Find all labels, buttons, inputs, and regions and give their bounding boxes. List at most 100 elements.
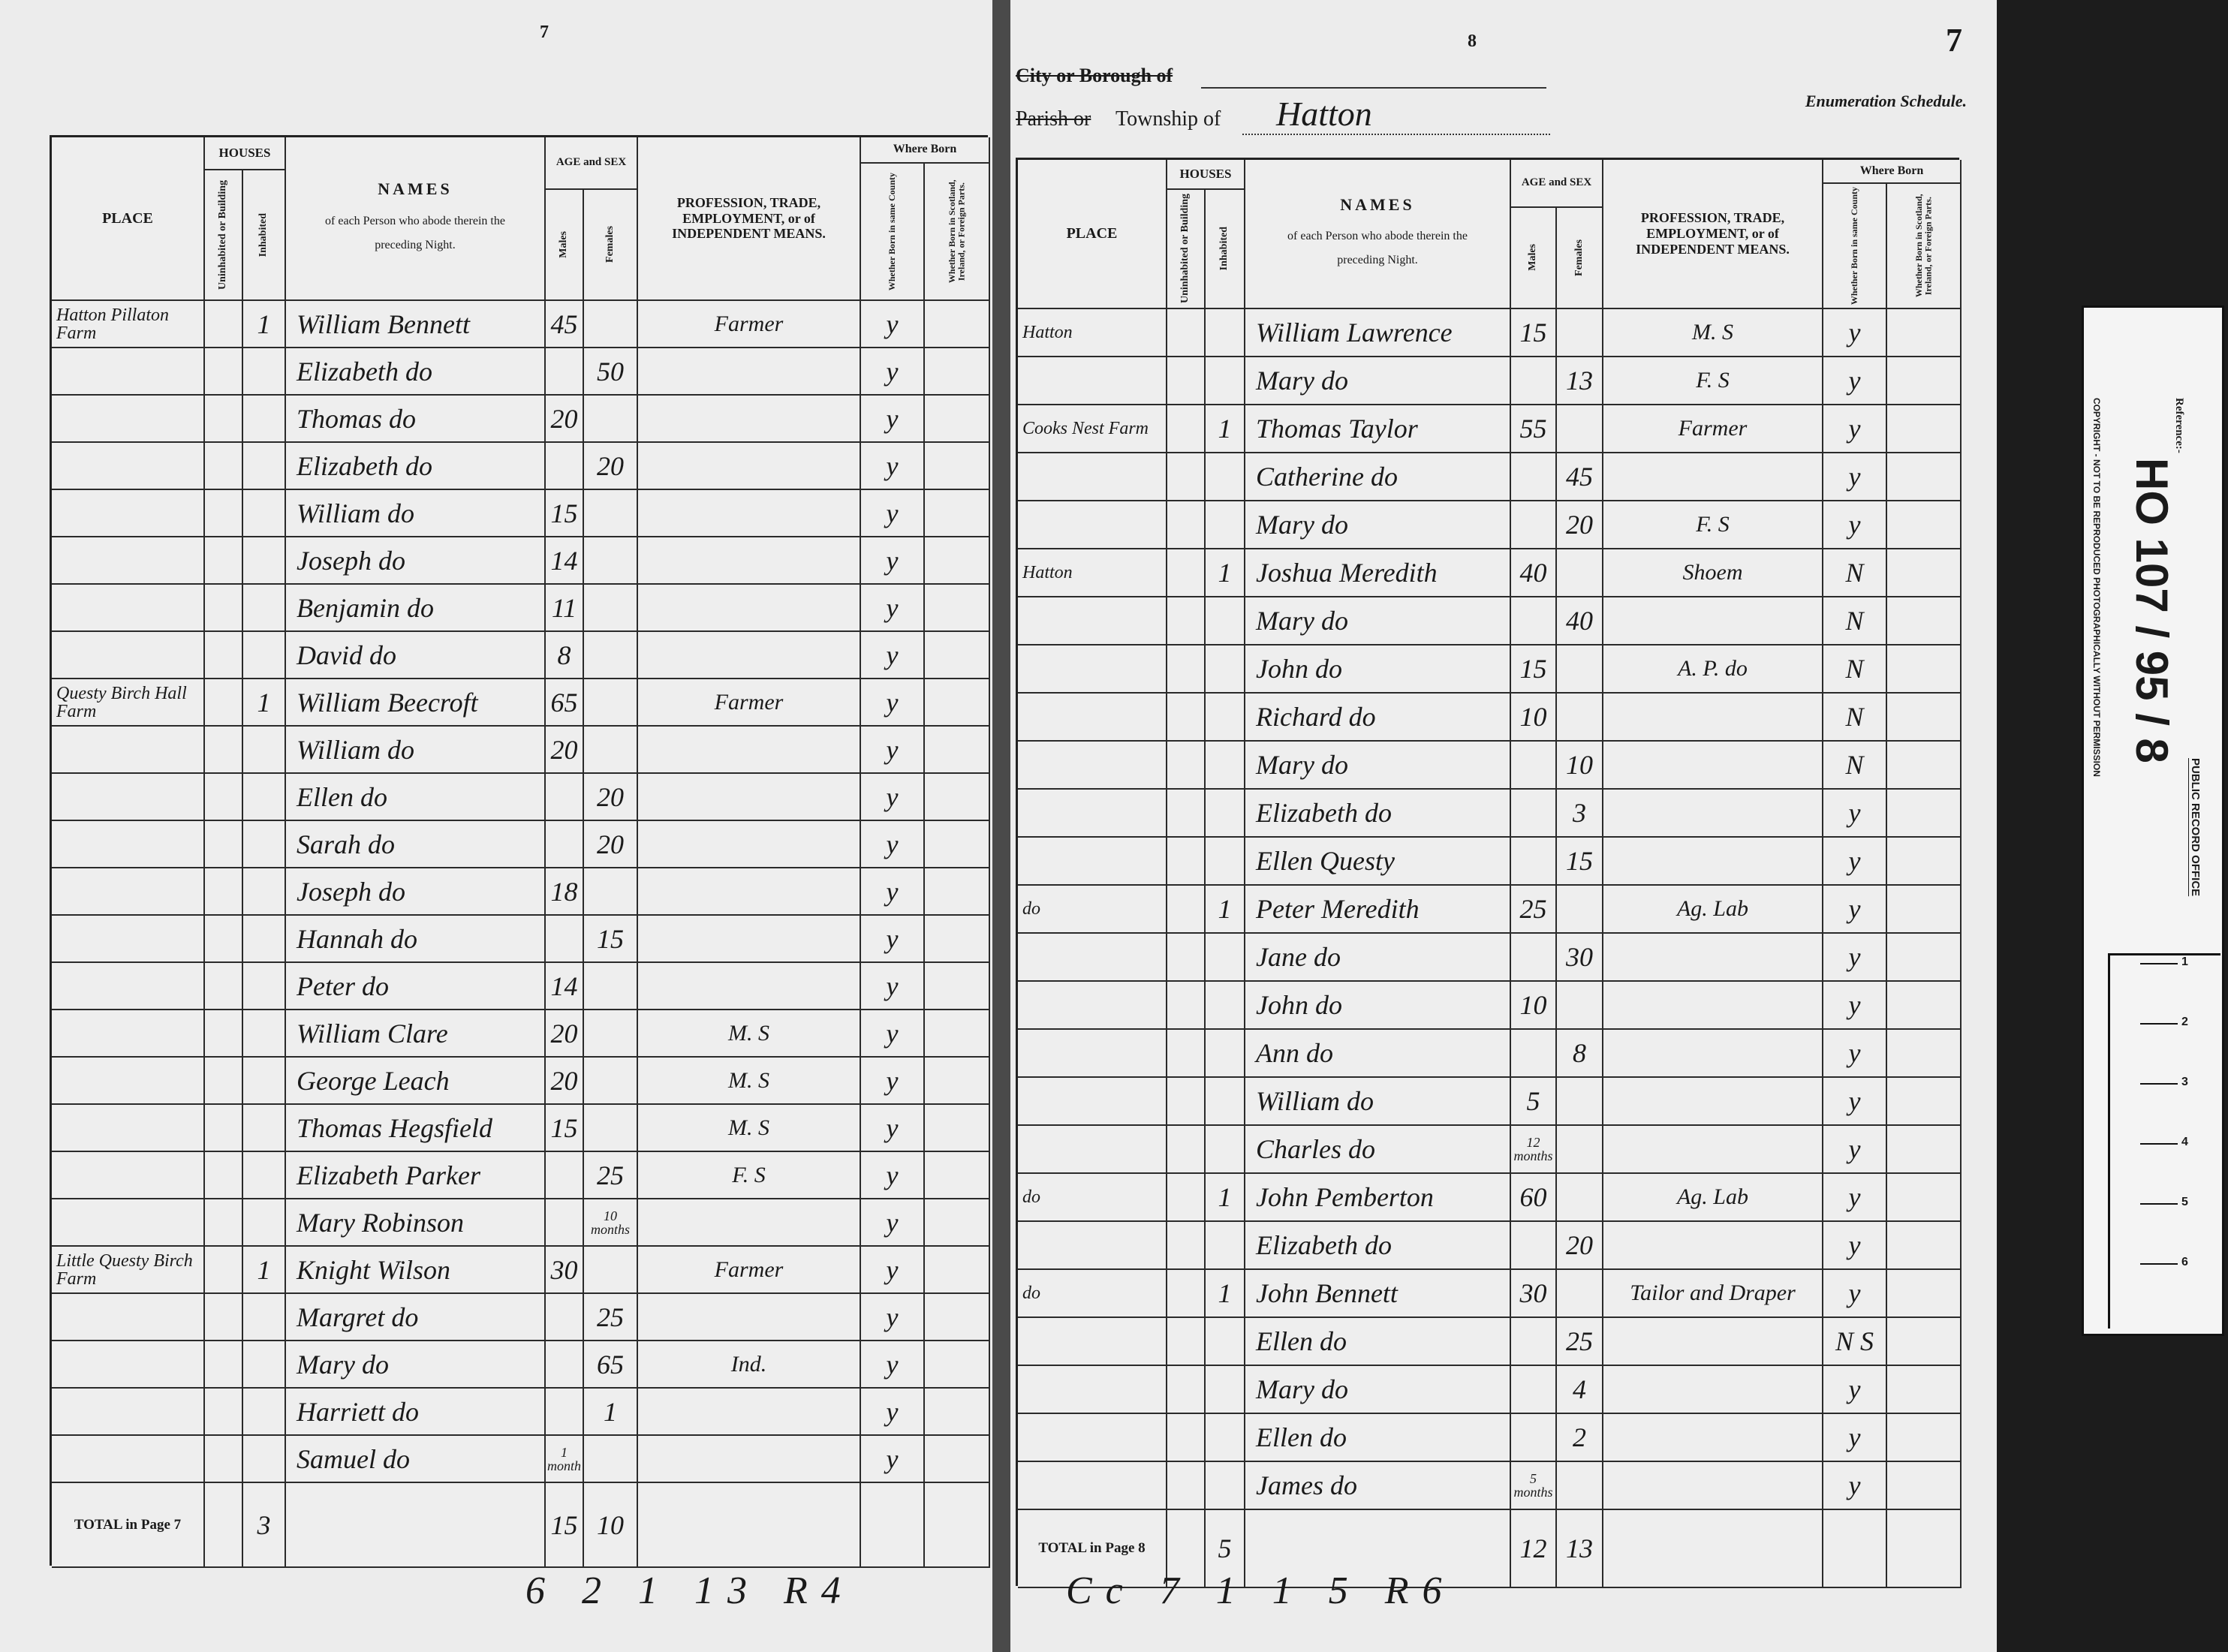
born-abroad-cell (925, 490, 990, 537)
place-cell (52, 490, 205, 537)
inhabited-cell (243, 396, 286, 443)
profession-cell: M. S (638, 1010, 861, 1058)
profession-cell (638, 727, 861, 774)
name-cell: Benjamin do (286, 585, 546, 632)
inhabited-cell (243, 348, 286, 396)
header-cell: Males (1511, 207, 1557, 309)
name-cell: Mary do (286, 1341, 546, 1389)
female-age-cell: 45 (1557, 453, 1603, 501)
inhabited-cell (1206, 1030, 1245, 1078)
uninhabited-cell (1167, 790, 1206, 838)
name-cell: Elizabeth do (1245, 790, 1511, 838)
born-abroad-cell (925, 443, 990, 490)
name-cell: William Lawrence (1245, 309, 1511, 357)
male-age-cell: 30 (1511, 1270, 1557, 1318)
profession-cell (638, 916, 861, 963)
born-same-county-cell: y (1823, 1030, 1887, 1078)
uninhabited-cell (205, 1247, 243, 1294)
inhabited-cell (243, 1105, 286, 1152)
header-cell: NAMES of each Person who abode therein th… (1245, 160, 1511, 309)
total-females: 13 (1557, 1510, 1603, 1588)
profession-cell (1603, 694, 1823, 742)
inhabited-cell (1206, 501, 1245, 549)
header-cell: Whether Born in Scotland, Ireland, or Fo… (1887, 183, 1962, 309)
place-cell (1018, 1318, 1167, 1366)
male-age-cell (1511, 838, 1557, 886)
place-cell: do (1018, 886, 1167, 934)
born-same-county-cell: y (861, 774, 925, 821)
born-same-county-cell: y (1823, 886, 1887, 934)
place-cell (1018, 694, 1167, 742)
born-same-county-cell: y (861, 868, 925, 916)
male-age-cell: 14 (546, 963, 584, 1010)
header-text: Uninhabited or Building (217, 179, 229, 290)
male-age-cell (1511, 501, 1557, 549)
female-age-cell: 2 (1557, 1414, 1603, 1462)
profession-cell: Tailor and Draper (1603, 1270, 1823, 1318)
place-cell (52, 1436, 205, 1483)
inhabited-cell (1206, 1078, 1245, 1126)
born-same-county-cell: y (861, 537, 925, 585)
place-cell: do (1018, 1174, 1167, 1222)
header-text: of each Person who abode therein the pre… (1287, 230, 1468, 267)
uninhabited-cell (205, 1294, 243, 1341)
header-text: of each Person who abode therein the pre… (325, 214, 505, 251)
profession-cell: Farmer (1603, 405, 1823, 453)
place-cell (52, 443, 205, 490)
female-age-cell (1557, 886, 1603, 934)
name-cell: Ellen do (1245, 1414, 1511, 1462)
born-same-county-cell: y (1823, 1366, 1887, 1414)
place-cell (1018, 597, 1167, 645)
male-age-cell (1511, 453, 1557, 501)
born-abroad-cell (925, 348, 990, 396)
header-group: Where Born (861, 137, 990, 164)
born-same-county-cell: y (861, 1247, 925, 1294)
female-age-cell (584, 537, 638, 585)
female-age-cell: 20 (1557, 501, 1603, 549)
male-age-cell: 8 (546, 632, 584, 679)
uninhabited-cell (1167, 645, 1206, 694)
male-age-cell (1511, 357, 1557, 405)
name-cell: Thomas Taylor (1245, 405, 1511, 453)
header-text: Inhabited (257, 212, 269, 257)
born-abroad-cell (1887, 982, 1962, 1030)
place-cell (52, 821, 205, 868)
inhabited-cell (1206, 934, 1245, 982)
profession-cell (1603, 1414, 1823, 1462)
header-text: Whether Born in same County (1849, 186, 1860, 305)
born-abroad-cell (925, 1436, 990, 1483)
born-abroad-cell (1887, 1270, 1962, 1318)
born-abroad-cell (1887, 1414, 1962, 1462)
born-same-county-cell: N (1823, 694, 1887, 742)
place-cell (1018, 742, 1167, 790)
female-age-cell (584, 1010, 638, 1058)
male-age-cell: 30 (546, 1247, 584, 1294)
male-age-cell (546, 1389, 584, 1436)
header-cell: PLACE (1018, 160, 1167, 309)
born-same-county-cell: y (861, 1389, 925, 1436)
inhabited-cell: 1 (1206, 405, 1245, 453)
header-cell: Whether Born in Scotland, Ireland, or Fo… (925, 163, 990, 301)
male-age-cell: 15 (546, 1105, 584, 1152)
male-age-cell: 60 (1511, 1174, 1557, 1222)
header-text: Whether Born in Scotland, Ireland, or Fo… (946, 179, 967, 284)
born-same-county-cell: y (861, 490, 925, 537)
total-cell (1823, 1510, 1887, 1588)
born-abroad-cell (925, 632, 990, 679)
born-same-county-cell: y (861, 348, 925, 396)
place-cell (52, 774, 205, 821)
profession-cell (638, 585, 861, 632)
born-abroad-cell (925, 821, 990, 868)
reference-card: Reference:- HO 107 / 95 / 8 PUBLIC RECOR… (2082, 305, 2224, 1336)
uninhabited-cell (205, 868, 243, 916)
male-age-cell: 45 (546, 301, 584, 348)
born-abroad-cell (1887, 549, 1962, 597)
inhabited-cell (1206, 1126, 1245, 1174)
total-cell (925, 1483, 990, 1568)
born-abroad-cell (1887, 405, 1962, 453)
profession-cell: Farmer (638, 301, 861, 348)
female-age-cell (584, 1247, 638, 1294)
female-age-cell: 20 (1557, 1222, 1603, 1270)
inhabited-cell (243, 774, 286, 821)
name-cell: Mary do (1245, 1366, 1511, 1414)
